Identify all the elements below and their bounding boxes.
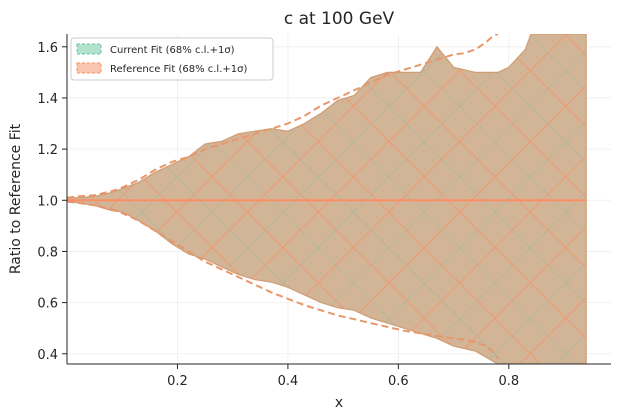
chart-title: c at 100 GeV (284, 9, 395, 29)
x-tick-label-0: 0.2 (167, 374, 188, 389)
y-tick-label-3: 1.0 (37, 194, 58, 209)
legend-swatch-reference (76, 62, 102, 74)
reference-dashed-lines (67, 34, 499, 360)
y-tick-label-0: 0.4 (37, 348, 58, 363)
bands (67, 34, 587, 364)
x-axis-label: x (335, 395, 343, 411)
current-fit-upper-edge (67, 34, 587, 199)
reference-fit-hatch (67, 34, 587, 364)
legend: Current Fit (68% c.l.+1σ) Reference Fit … (70, 37, 274, 81)
reference-fit-lower-dashed (67, 200, 499, 360)
legend-label-reference: Reference Fit (68% c.l.+1σ) (110, 64, 247, 75)
y-tick-label-4: 1.2 (37, 143, 58, 158)
y-axis-label: Ratio to Reference Fit (8, 123, 24, 274)
x-ticks: 0.2 0.4 0.6 0.8 (167, 364, 519, 389)
x-tick-label-1: 0.4 (278, 374, 299, 389)
legend-label-current: Current Fit (68% c.l.+1σ) (110, 45, 235, 56)
legend-frame (70, 37, 274, 81)
legend-swatch-current (76, 43, 102, 55)
y-tick-label-2: 0.8 (37, 245, 58, 260)
y-tick-label-1: 0.6 (37, 297, 58, 312)
y-ticks: 0.4 0.6 0.8 1.0 1.2 1.4 1.6 (37, 41, 67, 363)
x-tick-label-2: 0.6 (388, 374, 409, 389)
y-tick-label-5: 1.4 (37, 92, 58, 107)
reference-fit-upper-dashed (67, 34, 499, 199)
x-tick-label-3: 0.8 (498, 374, 519, 389)
y-tick-label-6: 1.6 (37, 41, 58, 56)
